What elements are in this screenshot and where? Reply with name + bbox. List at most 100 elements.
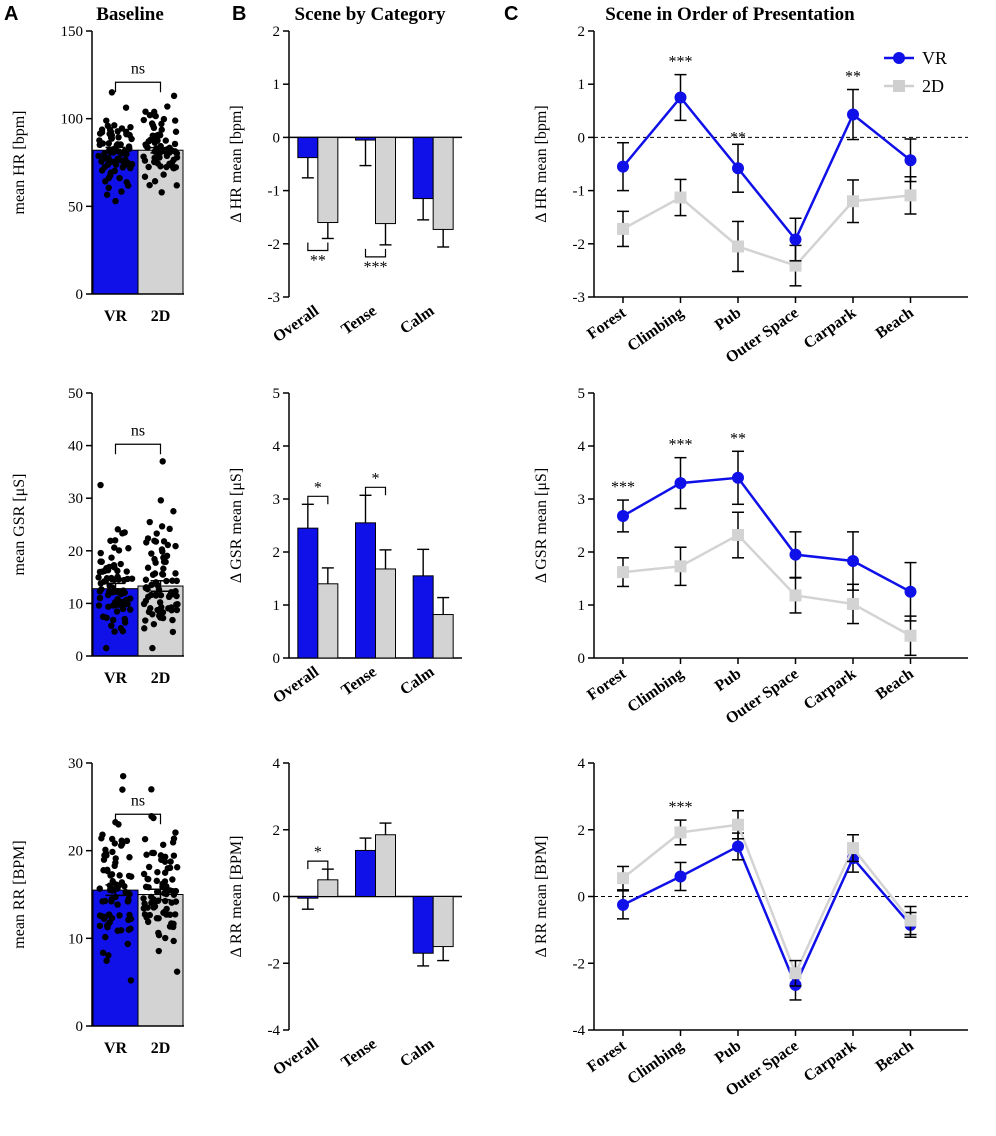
data-point <box>122 104 130 111</box>
series-line-vr <box>622 844 912 989</box>
y-tick-label: -4 <box>573 1023 586 1039</box>
data-point <box>118 188 125 195</box>
significance-label: *** <box>611 479 635 496</box>
data-point <box>126 854 133 861</box>
data-point-vr <box>617 509 629 522</box>
y-tick-label: 10 <box>68 931 83 947</box>
bar-calm-vr <box>412 136 434 200</box>
data-point <box>105 952 112 959</box>
title-scene-order: Scene in Order of Presentation <box>605 4 855 25</box>
x-tick-label: Tense <box>338 302 379 338</box>
data-point <box>151 537 158 544</box>
y-tick-label: 10 <box>68 596 83 612</box>
y-tick-label: -1 <box>573 184 586 200</box>
data-point-vr <box>674 477 687 490</box>
data-point <box>140 116 148 124</box>
data-point-vr <box>847 555 859 568</box>
y-tick-label: -2 <box>573 237 586 253</box>
x-tick-label: Tense <box>338 1035 379 1071</box>
chart-a2: 0 10 20 30 40 50 mean GSR [μS] VR 2D ns <box>11 386 184 687</box>
x-tick-label: VR <box>104 670 128 687</box>
data-point <box>114 901 121 908</box>
y-tick-label: 3 <box>578 492 586 508</box>
y-tick-label: 4 <box>578 439 586 455</box>
legend-vr-marker <box>893 52 905 64</box>
data-point <box>173 592 180 600</box>
data-point-2d <box>732 240 744 253</box>
data-point <box>100 915 108 922</box>
data-point <box>108 574 115 582</box>
data-point <box>156 154 163 161</box>
legend-vr-label: VR <box>922 48 947 68</box>
data-point <box>111 537 119 544</box>
y-tick-label: 40 <box>68 439 83 455</box>
data-point <box>153 877 161 885</box>
data-point <box>158 120 165 128</box>
bar-overall-2d <box>317 136 339 224</box>
x-tick-label: Carpark <box>801 1037 860 1085</box>
data-point <box>155 929 162 937</box>
data-point <box>151 178 159 185</box>
x-tick-label: Pub <box>712 665 744 695</box>
data-point <box>163 883 170 890</box>
data-point <box>128 575 136 582</box>
significance-bracket <box>364 248 387 258</box>
bar-tense-vr <box>355 136 376 141</box>
significance-label: ** <box>730 430 746 447</box>
data-point <box>111 628 118 635</box>
y-tick-label: 0 <box>76 649 84 665</box>
data-point <box>166 525 173 533</box>
y-axis-label: Δ HR mean [bpm] <box>533 105 550 222</box>
y-tick-label: 0 <box>273 890 281 906</box>
data-point <box>150 849 158 857</box>
data-point <box>148 550 155 557</box>
data-point <box>97 481 104 489</box>
data-point <box>154 868 161 876</box>
bar-overall-2d <box>317 879 339 897</box>
data-point <box>107 128 115 135</box>
bar-calm-2d <box>432 136 454 230</box>
data-point <box>161 890 168 897</box>
x-tick-label: Calm <box>397 1035 438 1071</box>
data-point <box>123 568 130 575</box>
data-point <box>156 599 164 606</box>
x-tick-label: Forest <box>584 1037 630 1076</box>
data-point-vr <box>732 471 744 484</box>
data-point <box>101 897 109 905</box>
data-point <box>116 912 123 919</box>
data-point <box>97 549 104 557</box>
data-point <box>111 544 118 551</box>
bar-calm-2d <box>432 614 454 659</box>
data-point <box>115 134 122 141</box>
data-point <box>118 842 125 849</box>
data-point <box>148 899 155 907</box>
y-tick-label: 1 <box>273 598 281 614</box>
data-point <box>109 848 116 856</box>
x-tick-label: VR <box>104 1040 128 1057</box>
y-tick-label: -3 <box>573 290 586 306</box>
data-point <box>146 111 154 119</box>
data-point <box>162 137 169 144</box>
data-point <box>116 174 123 182</box>
significance-label: *** <box>669 799 693 816</box>
y-tick-label: 1 <box>578 77 586 93</box>
data-point <box>104 591 112 599</box>
y-tick-label: 1 <box>273 77 281 93</box>
data-point <box>143 851 150 858</box>
data-point <box>119 772 127 780</box>
data-point <box>124 600 131 608</box>
bar-overall-vr <box>297 136 319 159</box>
significance-label: ns <box>131 422 145 439</box>
significance-bracket <box>114 813 162 825</box>
significance-label: *** <box>364 259 388 276</box>
legend: VR 2D <box>884 48 947 96</box>
data-point <box>145 163 152 171</box>
data-point <box>144 535 152 542</box>
y-axis-label: Δ GSR mean [μS] <box>228 468 245 583</box>
data-point <box>169 616 176 624</box>
data-point <box>140 870 148 878</box>
data-point <box>154 606 161 614</box>
data-point <box>108 914 116 922</box>
y-tick-label: 2 <box>578 823 586 839</box>
